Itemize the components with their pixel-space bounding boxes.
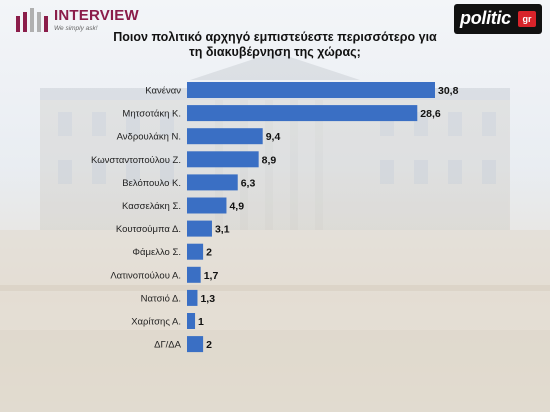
value-label: 1: [198, 316, 204, 328]
category-label: Ανδρουλάκη Ν.: [117, 132, 181, 143]
value-label: 2: [206, 247, 212, 259]
chart-title: Ποιον πολιτικό αρχηγό εμπιστεύεστε περισ…: [113, 30, 437, 59]
category-label: Μητσοτάκη Κ.: [122, 109, 181, 120]
logo-wordmark: INTERVIEW: [54, 7, 139, 24]
bar: [187, 197, 227, 214]
value-label: 28,6: [420, 108, 441, 120]
interview-logo: INTERVIEW We simply ask!: [14, 6, 144, 36]
value-label: 4,9: [229, 201, 244, 213]
logo-tagline: We simply ask!: [54, 25, 98, 32]
category-label: Κανέναν: [145, 86, 181, 97]
bar: [187, 174, 238, 191]
bar: [187, 243, 204, 260]
bar: [187, 336, 204, 353]
value-label: 3,1: [215, 224, 230, 236]
bar: [187, 151, 259, 168]
bar: [187, 82, 435, 98]
value-label: 2: [206, 339, 212, 351]
value-label: 8,9: [262, 154, 277, 166]
category-label: Κασσελάκη Σ.: [122, 201, 181, 212]
brand-badge: gr: [518, 11, 536, 27]
category-label: ΔΓ/ΔΑ: [154, 340, 182, 351]
interview-logo-icon: [16, 8, 48, 32]
category-label: Κουτσούμπα Δ.: [116, 224, 181, 235]
category-label: Βελόπουλο Κ.: [122, 178, 181, 189]
bar: [187, 266, 201, 283]
value-label: 30,8: [438, 85, 459, 97]
category-label: Κωνσταντοπούλου Ζ.: [91, 155, 181, 166]
bar: [187, 105, 418, 122]
bar: [187, 220, 212, 237]
value-label: 9,4: [266, 131, 281, 143]
politic-gr-logo: politic gr: [454, 4, 542, 34]
category-label: Λατινοπούλου Α.: [110, 270, 181, 281]
bar: [187, 313, 196, 329]
value-label: 1,3: [200, 293, 215, 305]
value-label: 6,3: [241, 177, 256, 189]
category-label: Φάμελλο Σ.: [132, 247, 181, 258]
category-label: Χαρίτσης Α.: [131, 317, 181, 328]
brand-wordmark: politic: [460, 8, 511, 28]
category-label: Νατσιό Δ.: [141, 293, 181, 304]
bar: [187, 289, 198, 306]
value-label: 1,7: [204, 270, 219, 282]
bar: [187, 128, 263, 145]
